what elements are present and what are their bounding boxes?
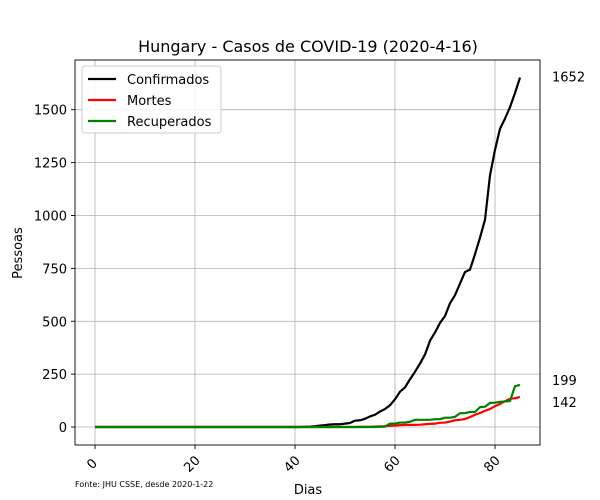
- series-layer: [95, 77, 522, 429]
- y-axis-label: Pessoas: [11, 227, 26, 279]
- x-tick-label: 80: [481, 453, 503, 475]
- end-label-recuperados: 199: [552, 374, 577, 389]
- series-line-mortes: [95, 395, 521, 429]
- y-tick-label: 250: [42, 368, 67, 383]
- y-tick-label: 1500: [34, 104, 67, 119]
- series-line-confirmados: [95, 77, 522, 429]
- end-label-confirmados: 1652: [552, 71, 585, 86]
- y-tick-label: 750: [42, 262, 67, 277]
- legend-label-confirmados: Confirmados: [127, 73, 209, 88]
- legend: Confirmados Mortes Recuperados: [81, 65, 222, 134]
- end-labels: 1652 142 199: [552, 71, 585, 411]
- tick-layer: 0 20 40 60 80 0 250 500 750 1000 1250 1500: [34, 104, 504, 476]
- legend-label-mortes: Mortes: [127, 94, 172, 109]
- legend-items: Confirmados Mortes Recuperados: [88, 73, 212, 130]
- y-tick-label: 0: [59, 421, 67, 436]
- x-tick-label: 0: [84, 456, 100, 472]
- legend-label-recuperados: Recuperados: [127, 115, 212, 130]
- source-footnote: Fonte: JHU CSSE, desde 2020-1-22: [75, 480, 213, 489]
- y-tick-label: 1250: [34, 157, 67, 172]
- y-tick-label: 1000: [34, 209, 67, 224]
- x-tick-label: 20: [181, 453, 203, 475]
- x-tick-label: 60: [381, 453, 403, 475]
- chart-title: Hungary - Casos de COVID-19 (2020-4-16): [138, 37, 478, 56]
- end-label-mortes: 142: [552, 396, 577, 411]
- series-line-recuperados: [95, 383, 521, 429]
- plot-frame: [74, 59, 541, 446]
- legend-box: [81, 65, 222, 134]
- y-tick-label: 500: [42, 315, 67, 330]
- x-axis-label: Dias: [294, 483, 323, 498]
- x-tick-label: 40: [281, 453, 303, 475]
